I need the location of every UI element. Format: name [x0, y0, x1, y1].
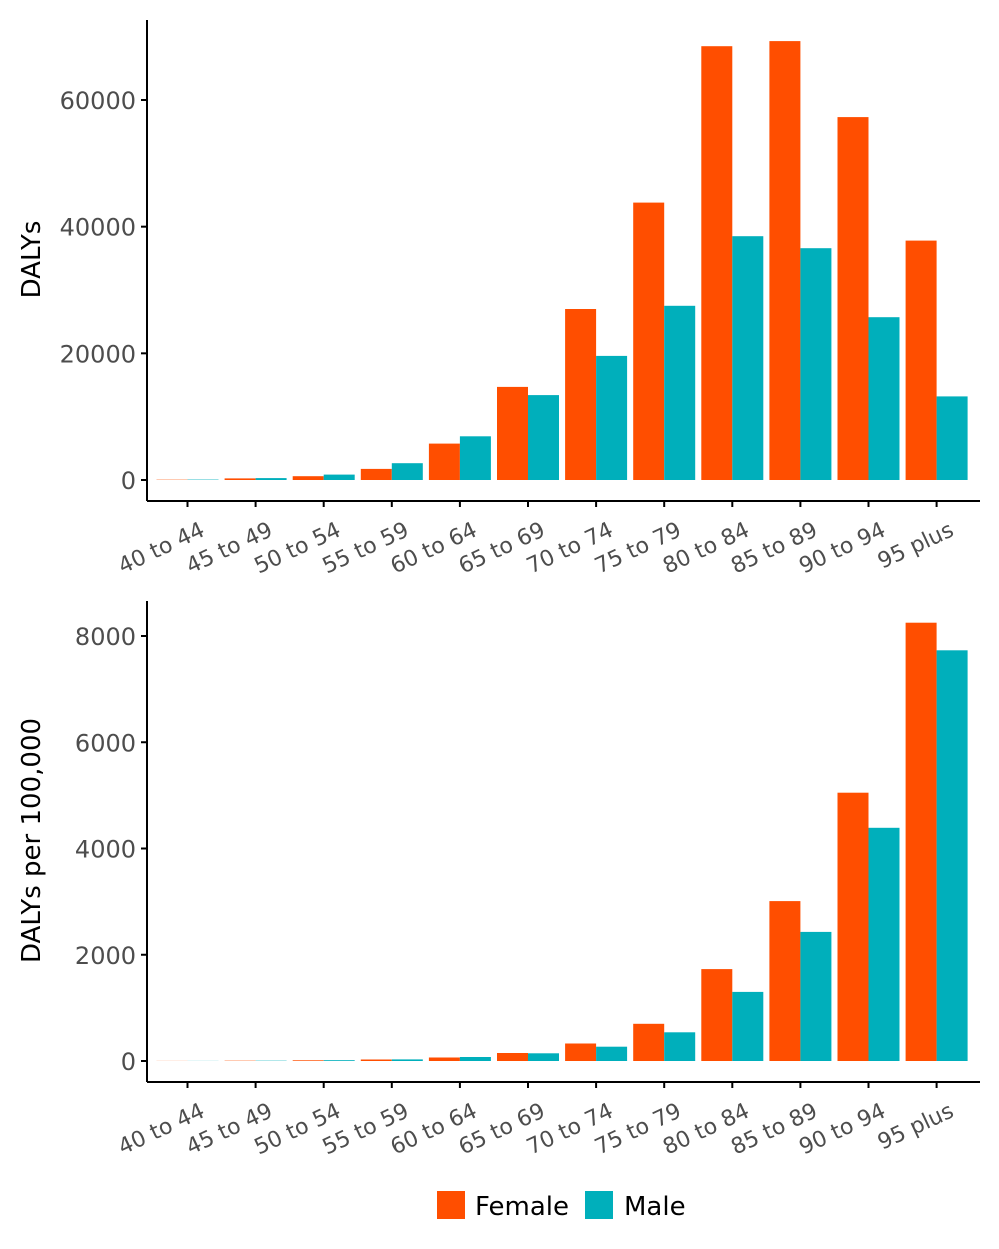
rate-bar-male-80-to-84 — [732, 991, 764, 1061]
dalys-bar-female-65-to-69 — [497, 386, 528, 480]
rate-bar-male-70-to-74 — [596, 1046, 628, 1061]
dalys-bar-female-80-to-84 — [701, 46, 733, 480]
dalys-bar-female-85-to-89 — [769, 41, 801, 480]
legend-swatch-male — [585, 1191, 613, 1219]
rate-bar-female-55-to-59 — [360, 1059, 392, 1061]
legend-label-male: Male — [624, 1192, 686, 1222]
dalys-bar-female-50-to-54 — [292, 476, 324, 480]
dalys-y-tick-label: 40000 — [60, 214, 136, 242]
dalys-y-tick-label: 60000 — [60, 87, 136, 115]
dalys-bar-male-90-to-94 — [868, 317, 900, 480]
dalys-bar-male-70-to-74 — [596, 355, 628, 480]
rate-y-tick-label: 8000 — [75, 623, 136, 651]
rate-bar-male-90-to-94 — [868, 827, 900, 1061]
rate-bar-female-60-to-64 — [428, 1057, 460, 1061]
dalys-bar-male-55-to-59 — [391, 463, 423, 480]
chart-legend: Female Male — [437, 1191, 686, 1222]
dalys-bar-male-45-to-49 — [255, 478, 287, 480]
rate-bar-female-85-to-89 — [769, 901, 801, 1061]
rate-bar-female-95-plus — [905, 622, 937, 1061]
dalys-bar-male-85-to-89 — [800, 248, 832, 480]
rate-y-tick-label: 2000 — [75, 942, 136, 970]
dalys-bar-female-75-to-79 — [633, 202, 665, 480]
dalys-bar-female-90-to-94 — [837, 117, 869, 480]
dalys-bar-female-45-to-49 — [224, 478, 256, 480]
rate-bar-male-95-plus — [936, 650, 968, 1061]
dalys-bar-male-75-to-79 — [664, 305, 696, 480]
rate-bar-male-75-to-79 — [664, 1032, 696, 1061]
rate-bar-female-80-to-84 — [701, 969, 733, 1061]
dalys-y-axis-title: DALYs — [17, 221, 47, 299]
rate-y-tick-label: 6000 — [75, 729, 136, 757]
rate-bar-male-55-to-59 — [391, 1059, 423, 1061]
rate-bar-male-65-to-69 — [528, 1053, 559, 1061]
rate-y-tick-label: 4000 — [75, 836, 136, 864]
dalys-y-tick-label: 0 — [121, 467, 136, 495]
rate-bar-female-65-to-69 — [497, 1053, 528, 1061]
dalys-bar-male-65-to-69 — [528, 395, 559, 480]
dalys-bar-female-55-to-59 — [360, 468, 392, 480]
dalys-bar-female-60-to-64 — [428, 443, 460, 480]
dalys-bar-male-50-to-54 — [323, 474, 355, 480]
rate-bar-female-75-to-79 — [633, 1023, 665, 1061]
rate-y-tick-label: 0 — [121, 1048, 136, 1076]
rate-bar-male-50-to-54 — [323, 1060, 355, 1061]
legend-swatch-female — [437, 1191, 465, 1219]
dalys-y-tick-label: 20000 — [60, 340, 136, 368]
dalys-x-tick-label: 95 plus — [874, 518, 958, 575]
dalys-bar-female-95-plus — [905, 240, 937, 480]
dalys-bar-male-80-to-84 — [732, 236, 764, 480]
rate-bar-female-70-to-74 — [565, 1043, 597, 1061]
dalys-bar-male-95-plus — [936, 396, 968, 480]
rate-x-tick-label: 95 plus — [874, 1099, 958, 1156]
rate-bar-female-50-to-54 — [292, 1060, 324, 1061]
rate-bar-male-60-to-64 — [459, 1057, 491, 1061]
rate-bar-female-90-to-94 — [837, 792, 869, 1061]
dalys-bar-female-70-to-74 — [565, 309, 597, 480]
rate-bar-male-85-to-89 — [800, 931, 832, 1061]
legend-label-female: Female — [475, 1192, 569, 1222]
rate-y-axis-title: DALYs per 100,000 — [17, 718, 47, 963]
dalys-bar-male-60-to-64 — [459, 436, 491, 480]
